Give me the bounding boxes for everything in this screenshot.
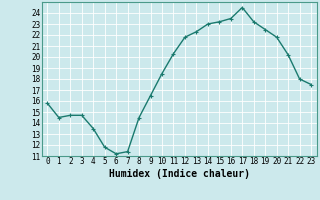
X-axis label: Humidex (Indice chaleur): Humidex (Indice chaleur) — [109, 169, 250, 179]
